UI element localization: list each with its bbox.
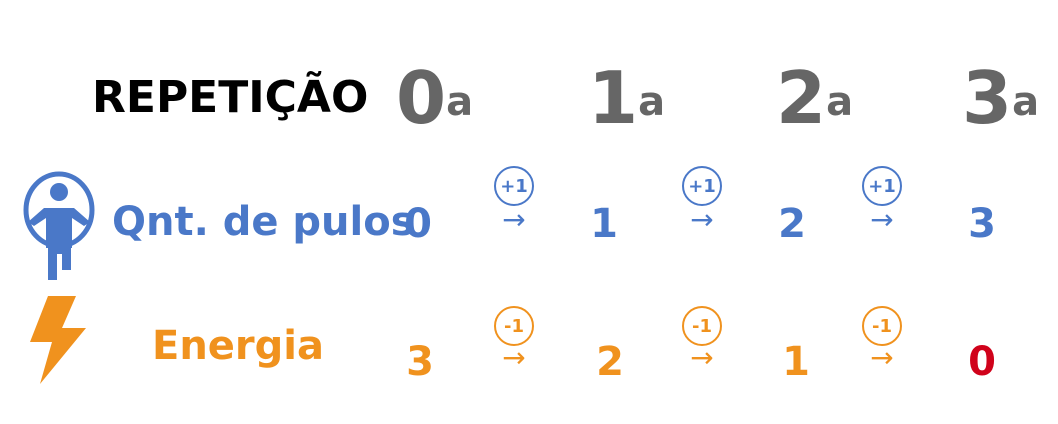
energy-value-2: 1 <box>782 339 810 385</box>
lightning-bolt-icon <box>30 296 86 384</box>
repetition-header: REPETIÇÃO <box>92 72 369 123</box>
jumps-step-badge-2: +1 <box>682 166 722 206</box>
energy-step-badge-3: -1 <box>862 306 902 346</box>
energy-arrow-1: → <box>502 341 526 374</box>
energy-step-badge-1: -1 <box>494 306 534 346</box>
repetition-1: 1a <box>588 56 666 140</box>
energy-arrow-2: → <box>690 341 714 374</box>
row-label-energy: Energia <box>152 323 324 369</box>
energy-arrow-3: → <box>870 341 894 374</box>
jumps-value-3: 3 <box>968 201 996 247</box>
energy-value-0: 3 <box>406 339 434 385</box>
jumps-step-badge-1: +1 <box>494 166 534 206</box>
energy-step-badge-2: -1 <box>682 306 722 346</box>
energy-value-1: 2 <box>596 339 624 385</box>
jumps-arrow-2: → <box>690 203 714 236</box>
repetition-2: 2a <box>776 56 854 140</box>
jumps-arrow-1: → <box>502 203 526 236</box>
jump-rope-person-icon <box>23 171 95 280</box>
jumps-arrow-3: → <box>870 203 894 236</box>
jumps-value-1: 1 <box>590 201 618 247</box>
row-label-jumps: Qnt. de pulos <box>112 199 415 245</box>
repetition-0: 0a <box>396 56 474 140</box>
repetition-3: 3a <box>962 56 1040 140</box>
jumps-step-badge-3: +1 <box>862 166 902 206</box>
jumps-value-2: 2 <box>778 201 806 247</box>
jumps-value-0: 0 <box>404 201 432 247</box>
energy-value-3: 0 <box>968 339 996 385</box>
